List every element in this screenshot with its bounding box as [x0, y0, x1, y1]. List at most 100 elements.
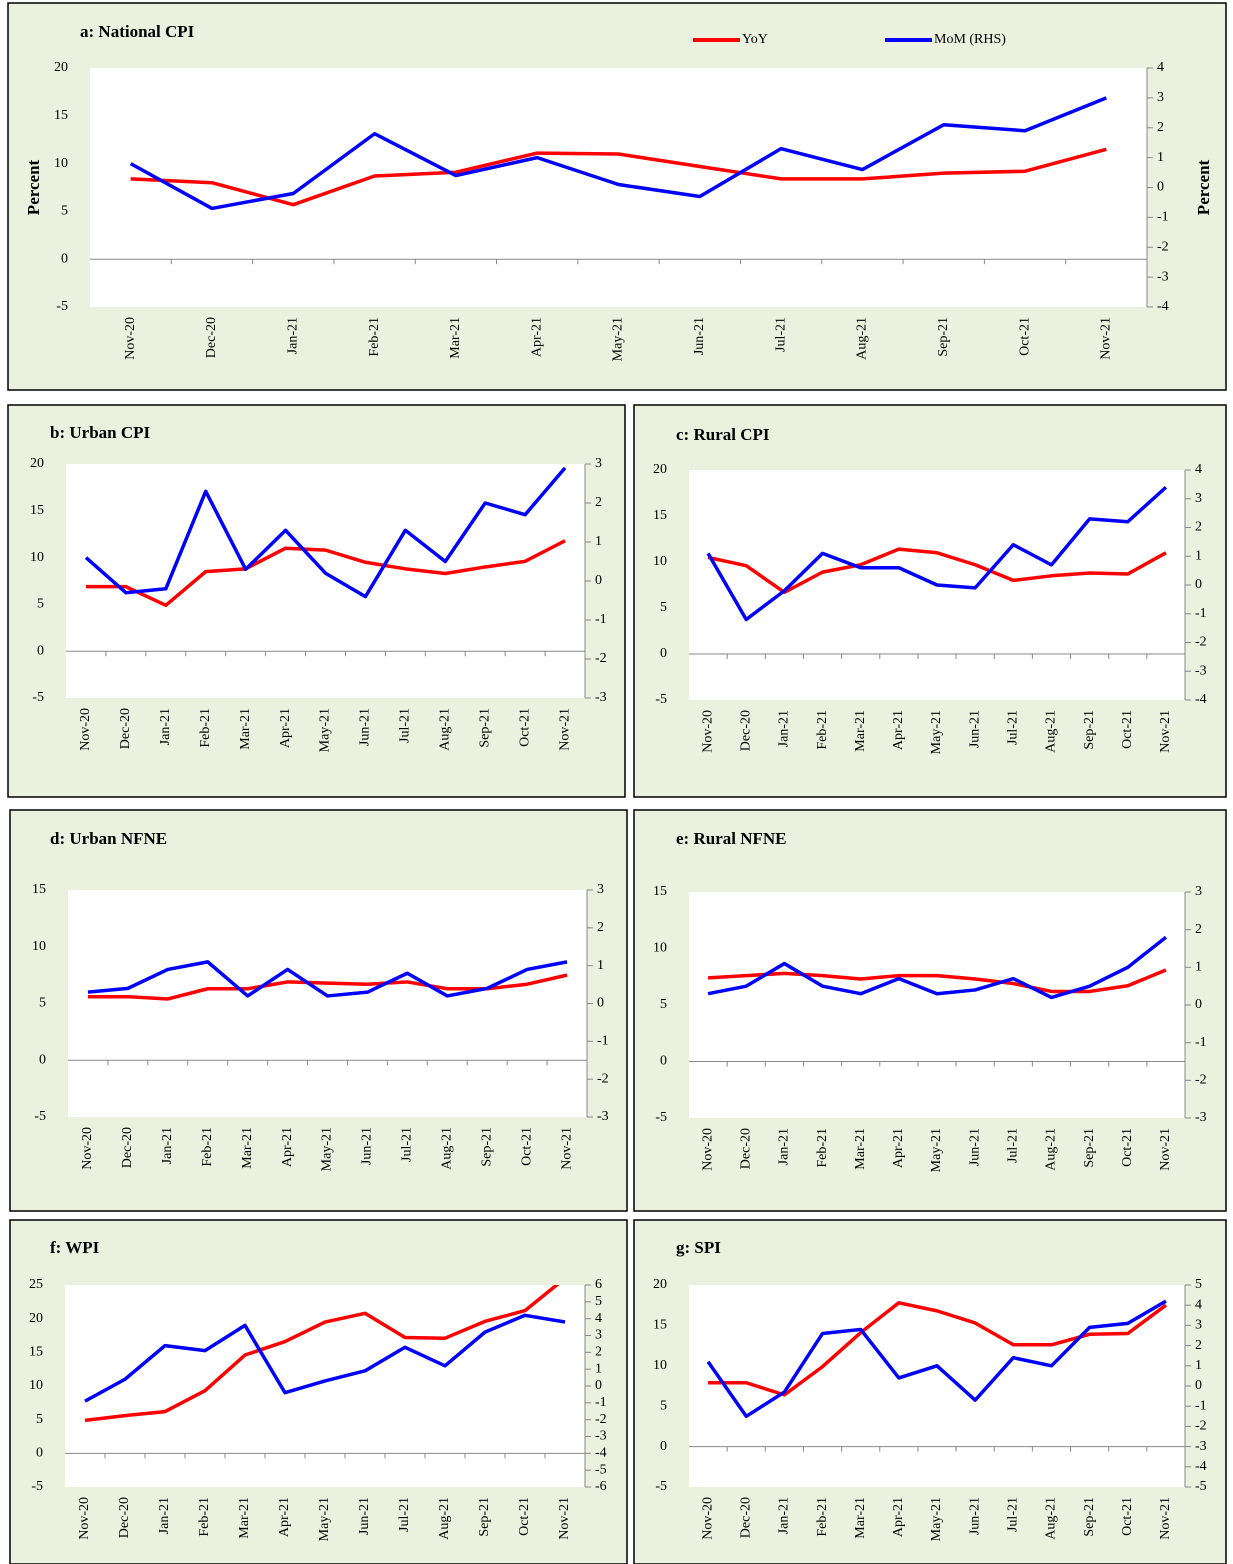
x-tick-label: Aug-21 — [437, 1497, 452, 1540]
y2-tick-label: -4 — [1157, 299, 1169, 314]
y-tick-label: -5 — [31, 1479, 43, 1494]
x-tick-label: Dec-20 — [738, 1497, 753, 1538]
x-tick-label: Nov-20 — [700, 1497, 715, 1540]
legend-label: YoY — [742, 32, 768, 47]
y-tick-label: 10 — [32, 939, 46, 954]
x-tick-label: Jun-21 — [967, 1497, 982, 1535]
x-tick-label: Nov-21 — [559, 1127, 574, 1170]
y2-tick-label: 3 — [1195, 491, 1202, 506]
x-tick-label: Jan-21 — [777, 710, 792, 747]
x-tick-label: Mar-21 — [448, 317, 463, 359]
y2-tick-label: -2 — [595, 1412, 607, 1427]
y2-tick-label: -5 — [1195, 1479, 1207, 1494]
panel-title: e: Rural NFNE — [676, 829, 786, 848]
series-line — [87, 960, 568, 998]
y2-tick-label: -1 — [1195, 606, 1207, 621]
y2-tick-label: -3 — [595, 1429, 607, 1444]
x-tick-label: Dec-20 — [120, 1127, 135, 1168]
y2-tick-label: -2 — [1157, 239, 1169, 254]
y-tick-label: 15 — [54, 108, 68, 123]
x-tick-label: Aug-21 — [1044, 1128, 1059, 1171]
y2-tick-label: 1 — [597, 958, 604, 973]
x-tick-label: Jul-21 — [400, 1127, 415, 1162]
y-tick-label: 5 — [61, 204, 68, 219]
x-tick-label: Feb-21 — [815, 1128, 830, 1168]
x-tick-label: Nov-20 — [78, 708, 93, 751]
x-tick-label: Mar-21 — [853, 1128, 868, 1170]
y2-tick-label: 0 — [1195, 577, 1202, 592]
x-tick-label: Mar-21 — [853, 710, 868, 752]
x-tick-label: Oct-21 — [1120, 1128, 1135, 1167]
y-tick-label: 15 — [29, 1345, 43, 1360]
plot-area — [68, 890, 587, 1117]
x-tick-label: Dec-20 — [204, 317, 219, 358]
x-tick-label: Mar-21 — [237, 1497, 252, 1539]
panel-title: g: SPI — [676, 1238, 721, 1257]
y2-tick-label: 3 — [1195, 884, 1202, 899]
y-tick-label: 15 — [30, 503, 44, 518]
x-tick-label: Jan-21 — [160, 1127, 175, 1164]
series-line — [84, 1285, 560, 1423]
y2-tick-label: -3 — [1157, 269, 1169, 284]
y2-tick-label: -4 — [1195, 692, 1207, 707]
y-tick-label: 5 — [36, 1412, 43, 1427]
x-tick-label: May-21 — [320, 1127, 335, 1171]
y-tick-label: 20 — [29, 1311, 43, 1326]
y-tick-label: 0 — [660, 1054, 667, 1069]
x-tick-label: Oct-21 — [517, 708, 532, 747]
x-tick-label: Nov-20 — [80, 1127, 95, 1170]
series-line — [708, 1301, 1167, 1397]
y2-tick-label: 2 — [1195, 922, 1202, 937]
y2-tick-label: -1 — [597, 1034, 609, 1049]
y-tick-label: 5 — [660, 997, 667, 1012]
legend-label: MoM (RHS) — [934, 32, 1006, 47]
x-tick-label: Oct-21 — [519, 1127, 534, 1166]
y-tick-label: 10 — [54, 156, 68, 171]
y-tick-label: 5 — [660, 600, 667, 615]
x-tick-label: Aug-21 — [855, 317, 870, 360]
y2-tick-label: -3 — [1195, 1110, 1207, 1125]
panel-title: c: Rural CPI — [676, 425, 770, 444]
x-tick-label: Oct-21 — [1120, 710, 1135, 749]
y2-tick-label: 0 — [595, 1378, 602, 1393]
x-tick-label: Feb-21 — [198, 708, 213, 748]
y2-tick-label: -2 — [1195, 1073, 1207, 1088]
y-tick-label: 5 — [37, 597, 44, 612]
plot-area — [66, 464, 585, 698]
y2-tick-label: -1 — [1195, 1398, 1207, 1413]
y2-tick-label: -2 — [1195, 1419, 1207, 1434]
y-tick-label: 15 — [653, 1318, 667, 1333]
x-tick-label: Jun-21 — [967, 1128, 982, 1166]
x-tick-label: Nov-21 — [1158, 1497, 1173, 1540]
y-tick-label: 25 — [29, 1277, 43, 1292]
y-tick-label: 10 — [653, 941, 667, 956]
plot-area — [90, 68, 1147, 307]
x-tick-label: Apr-21 — [891, 1497, 906, 1537]
y2-tick-label: 0 — [1195, 1378, 1202, 1393]
y-tick-label: 15 — [653, 884, 667, 899]
x-tick-label: May-21 — [318, 708, 333, 752]
y2-tick-label: 5 — [595, 1294, 602, 1309]
y2-tick-label: 3 — [1195, 1318, 1202, 1333]
y2-tick-label: -4 — [595, 1446, 607, 1461]
y2-tick-label: 2 — [597, 920, 604, 935]
x-tick-label: Jan-21 — [158, 708, 173, 745]
x-tick-label: Feb-21 — [815, 1497, 830, 1537]
series-line — [129, 96, 1108, 211]
x-tick-label: Jul-21 — [773, 317, 788, 352]
series-line — [706, 485, 1168, 622]
y2-tick-label: 4 — [1195, 1297, 1202, 1312]
x-tick-label: Jan-21 — [157, 1497, 172, 1534]
y2-tick-label: -5 — [595, 1462, 607, 1477]
y-tick-label: 15 — [653, 508, 667, 523]
panel-title: d: Urban NFNE — [50, 829, 167, 848]
x-tick-label: Jan-21 — [777, 1128, 792, 1165]
y-axis-label: Percent — [24, 159, 43, 215]
y2-tick-label: 2 — [595, 495, 602, 510]
x-tick-label: Mar-21 — [238, 708, 253, 750]
x-tick-label: Apr-21 — [891, 1128, 906, 1168]
x-tick-label: Sep-21 — [1082, 710, 1097, 750]
y-tick-label: 0 — [660, 1439, 667, 1454]
x-tick-label: Aug-21 — [437, 708, 452, 751]
x-tick-label: Oct-21 — [517, 1497, 532, 1536]
